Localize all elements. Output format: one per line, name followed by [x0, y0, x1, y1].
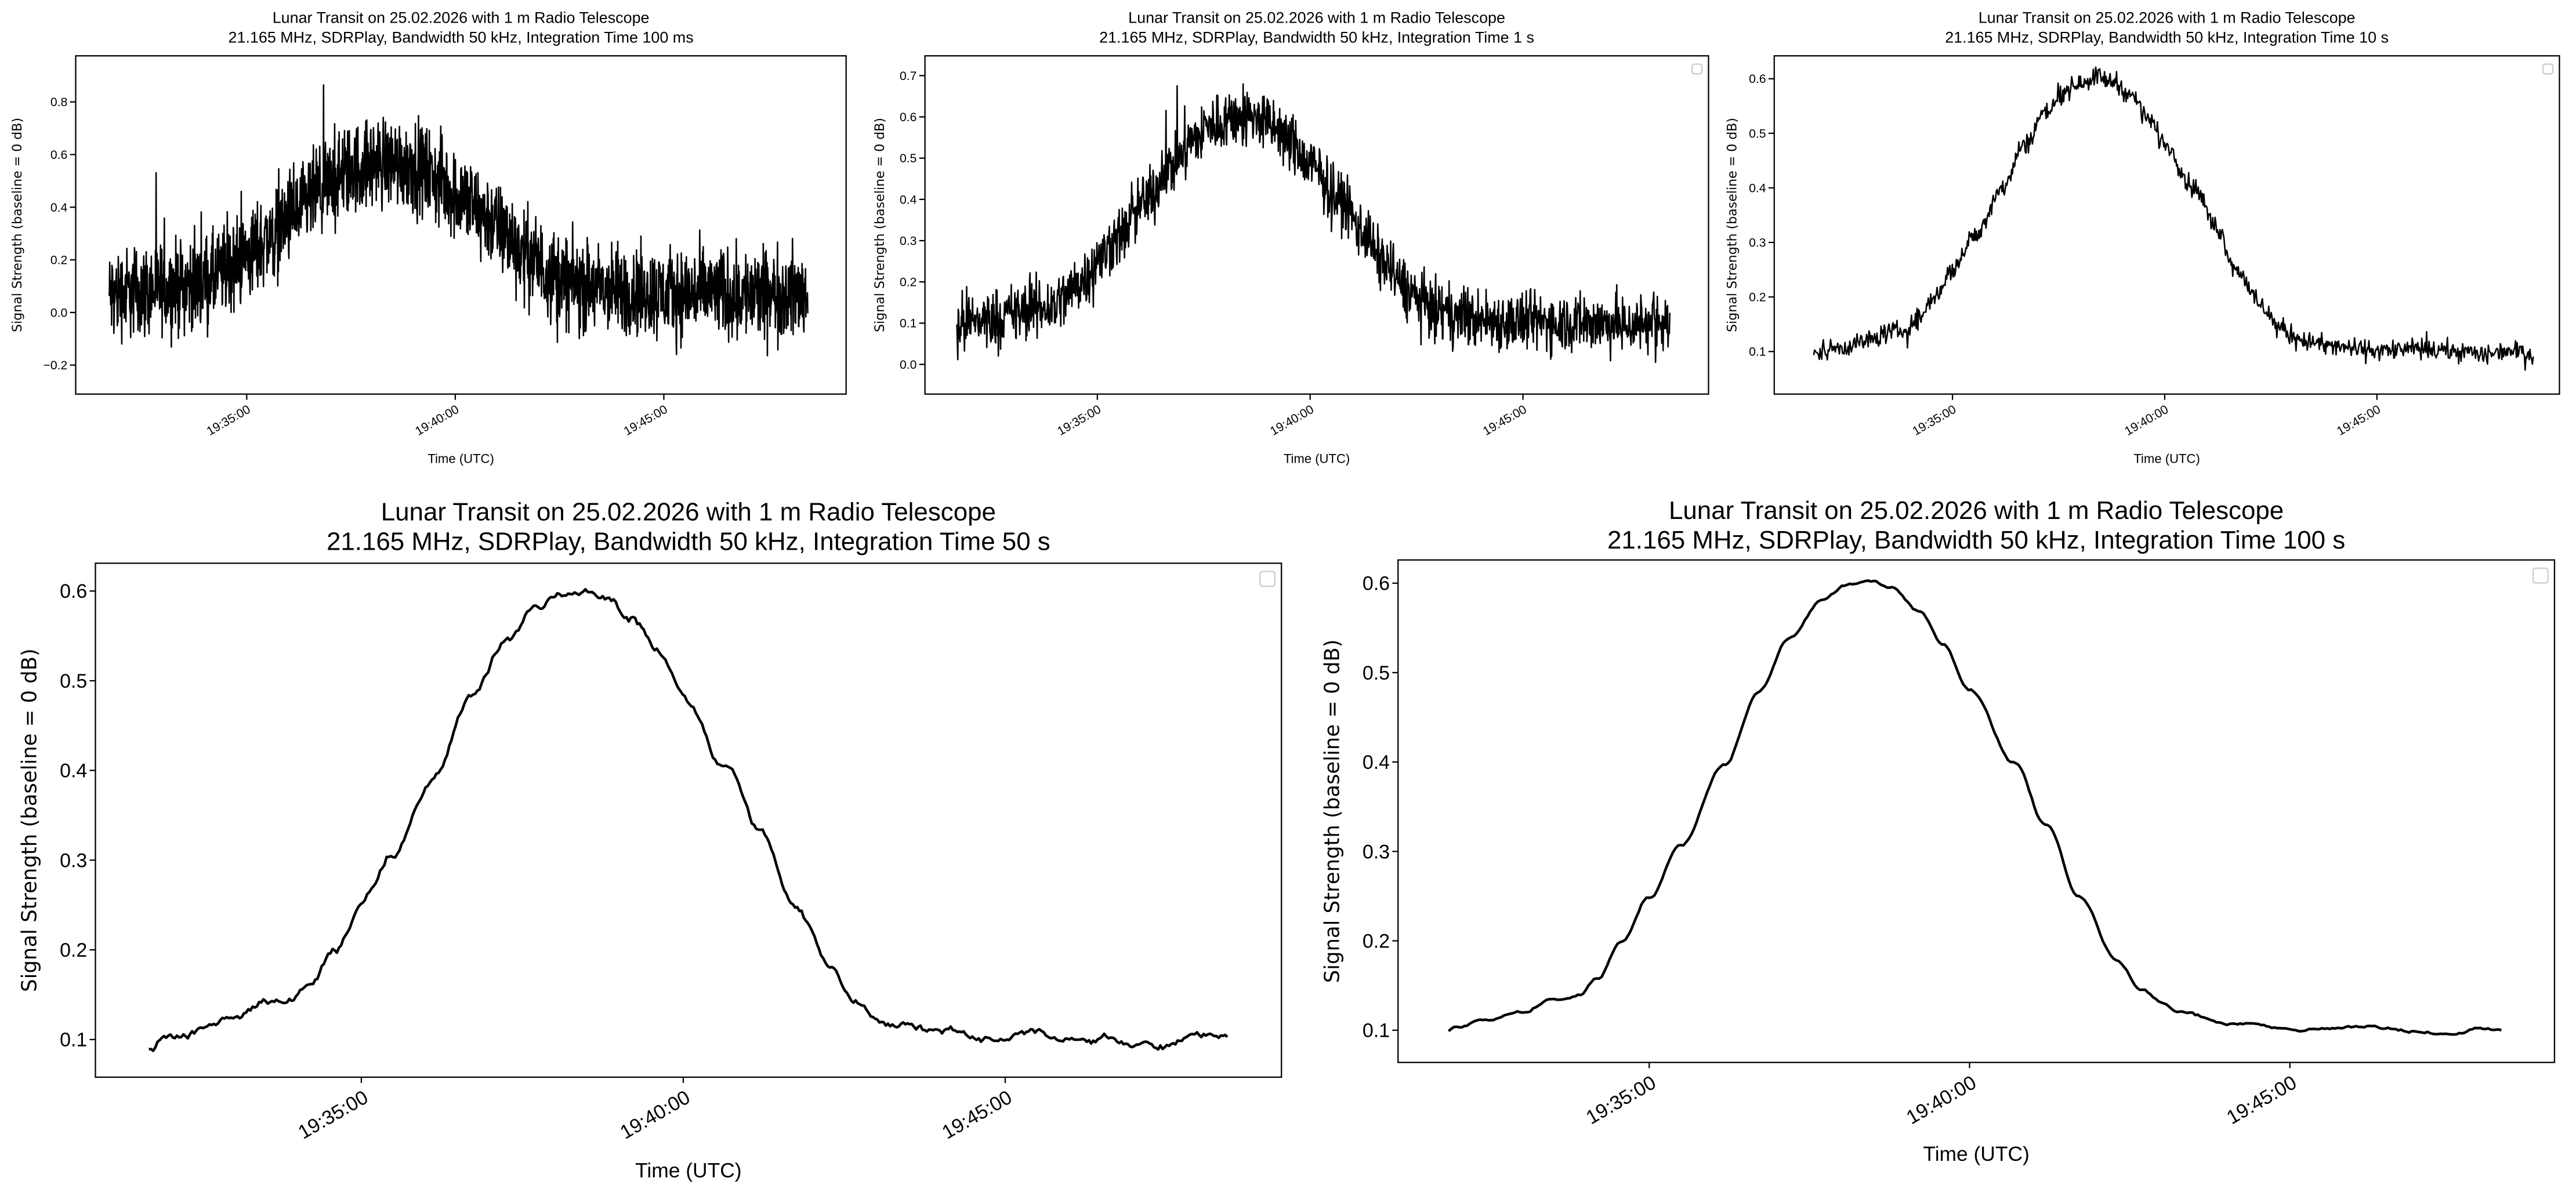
x-tick-label: 19:40:00: [617, 1086, 694, 1143]
axes-frame: [95, 562, 1282, 1078]
chart-title-line-1: Lunar Transit on 25.02.2026 with 1 m Rad…: [1128, 9, 1505, 27]
x-tick-label: 19:35:00: [1582, 1072, 1660, 1129]
y-tick-label: 0.3: [1749, 237, 1766, 250]
signal-series-line: [148, 588, 1229, 1052]
y-tick-label: 0.1: [900, 317, 917, 331]
y-tick-label: 0.6: [60, 580, 87, 602]
x-tick-label: 19:35:00: [295, 1086, 372, 1143]
y-tick-label: 0.4: [50, 201, 68, 215]
chart-title-line-2: 21.165 MHz, SDRPlay, Bandwidth 50 kHz, I…: [229, 29, 694, 46]
y-tick-label: 0.6: [1363, 573, 1390, 595]
signal-series-line: [1813, 66, 2535, 371]
y-tick-label: 0.4: [1749, 181, 1766, 195]
chart-title-line-2: 21.165 MHz, SDRPlay, Bandwidth 50 kHz, I…: [1099, 29, 1534, 46]
y-tick-label: 0.4: [1363, 751, 1390, 774]
x-tick-label: 19:35:00: [1910, 403, 1958, 438]
x-tick-label: 19:35:00: [205, 403, 253, 438]
x-axis-label: Time (UTC): [1284, 452, 1350, 466]
y-tick-label: 0.5: [1749, 127, 1766, 140]
x-tick-label: 19:45:00: [939, 1086, 1016, 1143]
y-tick-label: 0.2: [50, 254, 68, 267]
y-tick-label: 0.7: [900, 70, 917, 83]
chart-title-line-2: 21.165 MHz, SDRPlay, Bandwidth 50 kHz, I…: [327, 528, 1050, 556]
y-tick-label: 0.4: [900, 193, 917, 206]
legend-box: [2542, 63, 2554, 75]
y-tick-label: 0.1: [60, 1029, 87, 1051]
chart-panel-4: Lunar Transit on 25.02.2026 with 1 m Rad…: [18, 498, 1282, 1182]
chart-panel-3: Lunar Transit on 25.02.2026 with 1 m Rad…: [1726, 9, 2560, 466]
chart-title-line-2: 21.165 MHz, SDRPlay, Bandwidth 50 kHz, I…: [1607, 526, 2345, 554]
y-axis-label: Signal Strength (baseline = 0 dB): [18, 648, 42, 992]
y-tick-label: 0.8: [50, 96, 68, 109]
y-tick-label: 0.6: [1749, 72, 1766, 86]
y-tick-label: 0.0: [50, 306, 68, 319]
y-tick-label: 0.5: [60, 670, 87, 692]
x-axis-label: Time (UTC): [2133, 452, 2200, 466]
y-axis-label: Signal Strength (baseline = 0 dB): [873, 118, 887, 332]
legend-box: [1691, 63, 1703, 75]
axes-frame: [1773, 55, 2560, 395]
chart-title-line-1: Lunar Transit on 25.02.2026 with 1 m Rad…: [1669, 496, 2284, 525]
y-tick-label: 0.3: [1363, 841, 1390, 863]
chart-title-line-1: Lunar Transit on 25.02.2026 with 1 m Rad…: [381, 498, 996, 526]
chart-title-line-1: Lunar Transit on 25.02.2026 with 1 m Rad…: [273, 9, 650, 27]
x-axis-label: Time (UTC): [1923, 1143, 2029, 1165]
y-tick-label: 0.5: [900, 152, 917, 165]
x-tick-label: 19:45:00: [2223, 1072, 2300, 1129]
x-tick-label: 19:40:00: [2122, 403, 2171, 438]
y-tick-label: 0.4: [60, 760, 87, 782]
legend-box: [1259, 571, 1276, 587]
y-tick-label: 0.0: [900, 358, 917, 372]
axes-frame: [75, 55, 847, 395]
x-tick-label: 19:45:00: [622, 403, 670, 438]
chart-panel-1: Lunar Transit on 25.02.2026 with 1 m Rad…: [10, 9, 847, 466]
signal-series-line: [108, 84, 809, 357]
chart-panel-5: Lunar Transit on 25.02.2026 with 1 m Rad…: [1320, 496, 2556, 1165]
x-tick-label: 19:45:00: [2335, 403, 2383, 438]
chart-panel-2: Lunar Transit on 25.02.2026 with 1 m Rad…: [873, 9, 1709, 466]
y-tick-label: 0.2: [60, 939, 87, 961]
y-tick-label: 0.1: [1749, 346, 1766, 359]
y-tick-label: 0.1: [1363, 1020, 1390, 1042]
signal-series-line: [1447, 579, 2502, 1036]
y-tick-label: 0.2: [1749, 291, 1766, 304]
y-axis-label: Signal Strength (baseline = 0 dB): [1726, 118, 1740, 332]
x-tick-label: 19:40:00: [413, 403, 461, 438]
y-axis-label: Signal Strength (baseline = 0 dB): [1320, 640, 1344, 983]
x-tick-label: 19:35:00: [1055, 403, 1103, 438]
chart-title-line-2: 21.165 MHz, SDRPlay, Bandwidth 50 kHz, I…: [1945, 29, 2389, 46]
y-tick-label: −0.2: [43, 359, 67, 372]
x-axis-label: Time (UTC): [427, 452, 494, 466]
y-tick-label: 0.6: [900, 111, 917, 124]
legend-box: [2532, 567, 2549, 584]
x-tick-label: 19:45:00: [1481, 403, 1529, 438]
x-tick-label: 19:40:00: [1268, 403, 1316, 438]
y-tick-label: 0.3: [60, 849, 87, 871]
axes-frame: [1397, 559, 2556, 1063]
y-tick-label: 0.5: [1363, 662, 1390, 684]
signal-series-line: [956, 83, 1671, 364]
y-tick-label: 0.6: [50, 148, 68, 162]
y-tick-label: 0.2: [1363, 930, 1390, 952]
chart-title-line-1: Lunar Transit on 25.02.2026 with 1 m Rad…: [1979, 9, 2356, 27]
x-axis-label: Time (UTC): [635, 1160, 741, 1182]
y-tick-label: 0.3: [900, 234, 917, 248]
y-axis-label: Signal Strength (baseline = 0 dB): [10, 118, 25, 332]
axes-frame: [924, 55, 1709, 395]
x-tick-label: 19:40:00: [1903, 1072, 1980, 1129]
y-tick-label: 0.2: [900, 276, 917, 289]
